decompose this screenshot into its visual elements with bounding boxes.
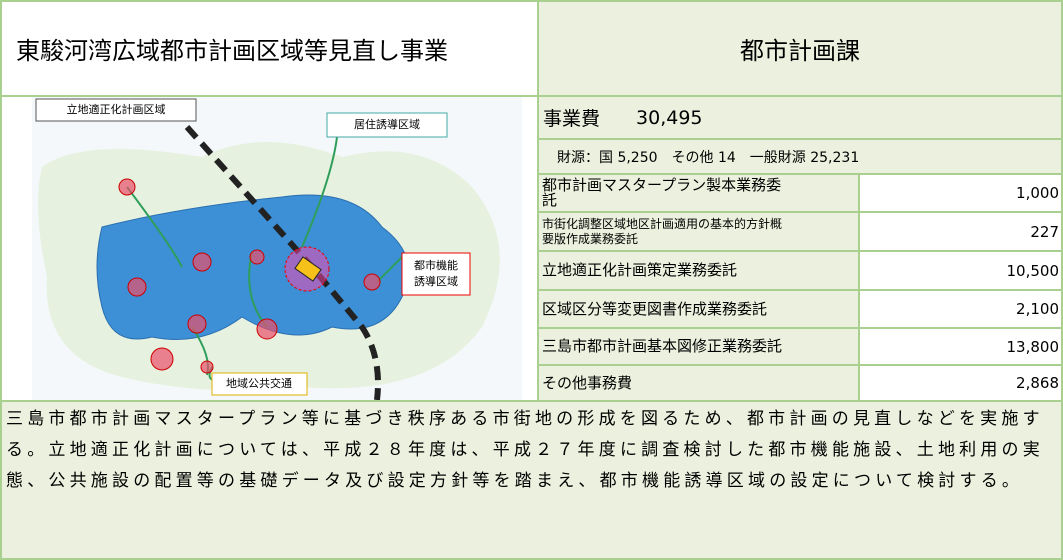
diagram-label: 地域公共交通: [226, 376, 292, 390]
item-amount: 10,500: [858, 250, 1063, 291]
item-cell: 都市計画マスタープラン製本業務委託: [537, 173, 860, 213]
diagram-label: 居住誘導区域: [354, 117, 420, 131]
item-name: 都市計画マスタープラン製本業務委託: [542, 176, 782, 209]
title: 東駿河湾広域都市計画区域等見直し事業: [0, 0, 539, 97]
item-cell: 三島市都市計画基本図修正業務委託: [537, 327, 860, 366]
description: 三島市都市計画マスタープラン等に基づき秩序ある市街地の形成を図るため、都市計画の…: [0, 400, 1063, 560]
funding: 財源：国 5,250 その他 14 一般財源 25,231: [537, 138, 1063, 175]
item-cell: 市街化調整区域地区計画適用の基本的方針概要版作成業務委託: [537, 211, 860, 252]
item-cell: 立地適正化計画策定業務委託: [537, 250, 860, 291]
railway: [184, 125, 381, 400]
item-amount: 2,100: [858, 289, 1063, 329]
item-name: 市街化調整区域地区計画適用の基本的方針概要版作成業務委託: [542, 216, 783, 246]
item-name: 立地適正化計画策定業務委託: [542, 261, 738, 279]
item-amount: 13,800: [858, 327, 1063, 366]
item-cell: 区域区分等変更図書作成業務委託: [537, 289, 860, 329]
hubs: [118, 178, 381, 374]
residential-area: [96, 194, 410, 340]
station: [294, 256, 322, 282]
item-name: 区域区分等変更図書作成業務委託: [542, 299, 768, 318]
item-cell: その他事務費: [537, 364, 860, 402]
item-amount: 1,000: [858, 173, 1063, 213]
diagram-label: 立地適正化計画区域: [67, 102, 166, 116]
item-amount: 2,868: [858, 364, 1063, 402]
item-amount: 227: [858, 211, 1063, 252]
diagram-cell: 立地適正化計画区域 居住誘導区域 都市機能 誘導区域 地域公共交通: [0, 95, 539, 402]
budget-total-row: 事業費 30,495: [537, 95, 1063, 140]
label-boxes: [35, 98, 471, 396]
budget-label: 事業費: [543, 108, 601, 130]
diagram: 立地適正化計画区域 居住誘導区域 都市機能 誘導区域 地域公共交通: [32, 97, 522, 400]
department: 都市計画課: [537, 0, 1063, 97]
item-name: その他事務費: [542, 373, 633, 392]
diagram-label: 誘導区域: [414, 274, 458, 288]
diagram-label: 都市機能: [414, 258, 458, 272]
budget-total: 30,495: [636, 106, 703, 129]
item-name: 三島市都市計画基本図修正業務委託: [542, 337, 783, 355]
